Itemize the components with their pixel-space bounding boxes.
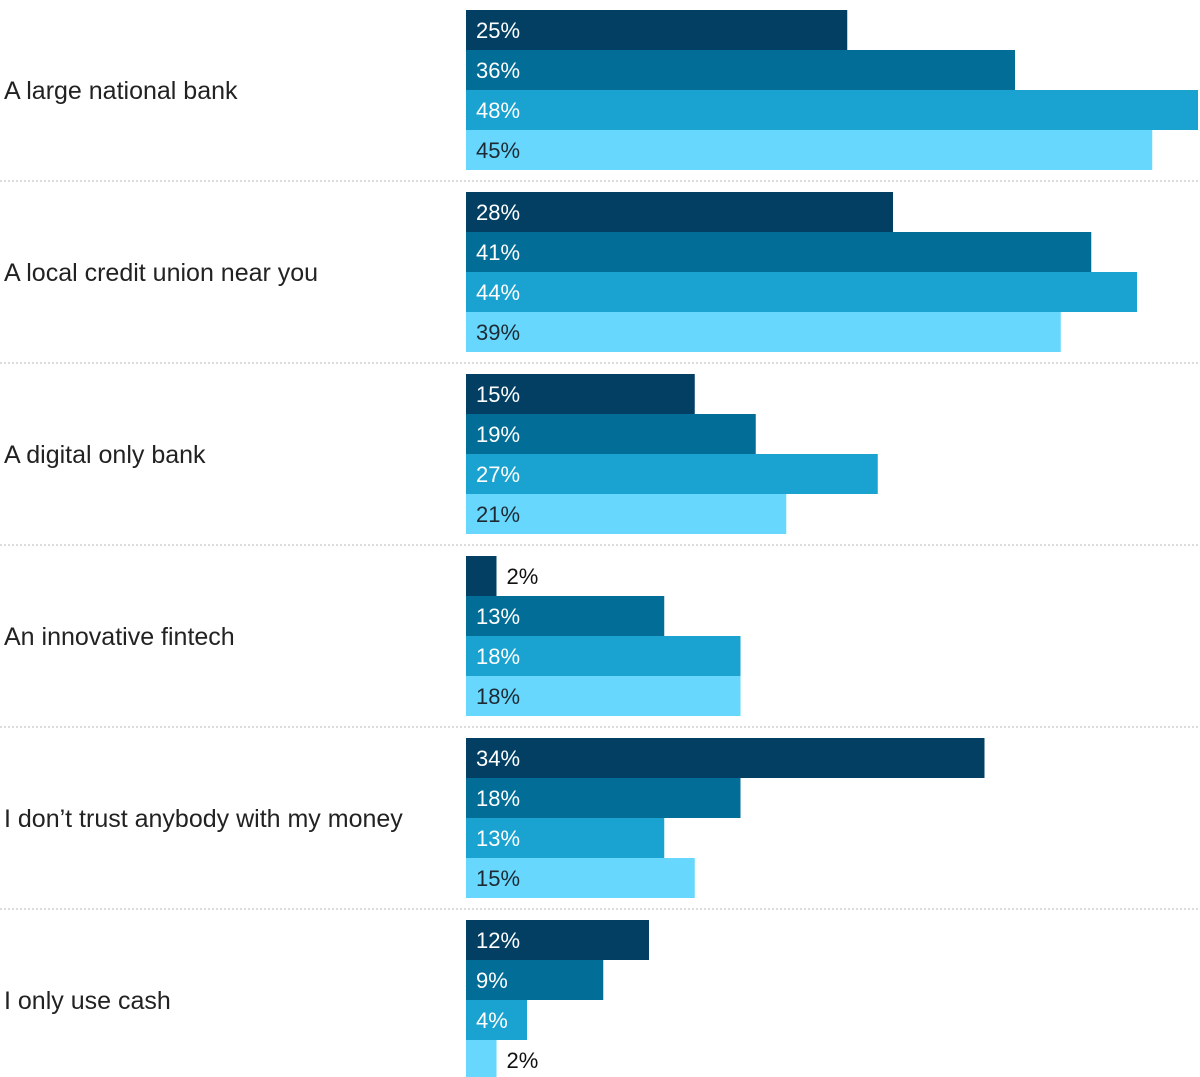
bar-value-label: 4% [476, 1008, 508, 1033]
bar [466, 90, 1198, 130]
bar-value-label: 15% [476, 866, 520, 891]
bar [466, 10, 848, 50]
category-label: A local credit union near you [4, 259, 318, 287]
category-label: An innovative fintech [4, 623, 235, 651]
bar [466, 738, 985, 778]
category-label: I don’t trust anybody with my money [4, 805, 403, 833]
bar-value-label: 18% [476, 684, 520, 709]
bar [466, 414, 756, 454]
bar [466, 858, 695, 898]
bar [466, 494, 787, 534]
bar-value-label: 48% [476, 98, 520, 123]
bar [466, 818, 665, 858]
bar-value-label: 15% [476, 382, 520, 407]
bar-value-label: 13% [476, 604, 520, 629]
bar-value-label: 18% [476, 786, 520, 811]
bar-value-label: 18% [476, 644, 520, 669]
bar [466, 778, 741, 818]
category-label: I only use cash [4, 987, 171, 1015]
bar-value-label: 9% [476, 968, 508, 993]
bar [466, 636, 741, 676]
bar-value-label: 28% [476, 200, 520, 225]
bar-value-label: 2% [507, 564, 539, 589]
bar [466, 920, 649, 960]
bar-value-label: 27% [476, 462, 520, 487]
bar [466, 676, 741, 716]
bar [466, 596, 665, 636]
bar [466, 454, 878, 494]
bar [466, 272, 1137, 312]
category-label: A digital only bank [4, 441, 206, 469]
bar [466, 50, 1015, 90]
bar [466, 1040, 497, 1077]
bar-value-label: 41% [476, 240, 520, 265]
bar-value-label: 36% [476, 58, 520, 83]
bar [466, 1000, 527, 1040]
bar [466, 130, 1153, 170]
bar [466, 556, 497, 596]
bar-value-label: 34% [476, 746, 520, 771]
bar-value-label: 19% [476, 422, 520, 447]
category-label: A large national bank [4, 77, 238, 105]
bar-value-label: 44% [476, 280, 520, 305]
bar-value-label: 39% [476, 320, 520, 345]
bar [466, 312, 1061, 352]
bar-value-label: 45% [476, 138, 520, 163]
bar [466, 232, 1092, 272]
bar [466, 960, 604, 1000]
bar-value-label: 13% [476, 826, 520, 851]
bar [466, 192, 893, 232]
bar-value-label: 12% [476, 928, 520, 953]
bar-value-label: 21% [476, 502, 520, 527]
bar [466, 374, 695, 414]
bar-value-label: 2% [507, 1048, 539, 1073]
bar-value-label: 25% [476, 18, 520, 43]
